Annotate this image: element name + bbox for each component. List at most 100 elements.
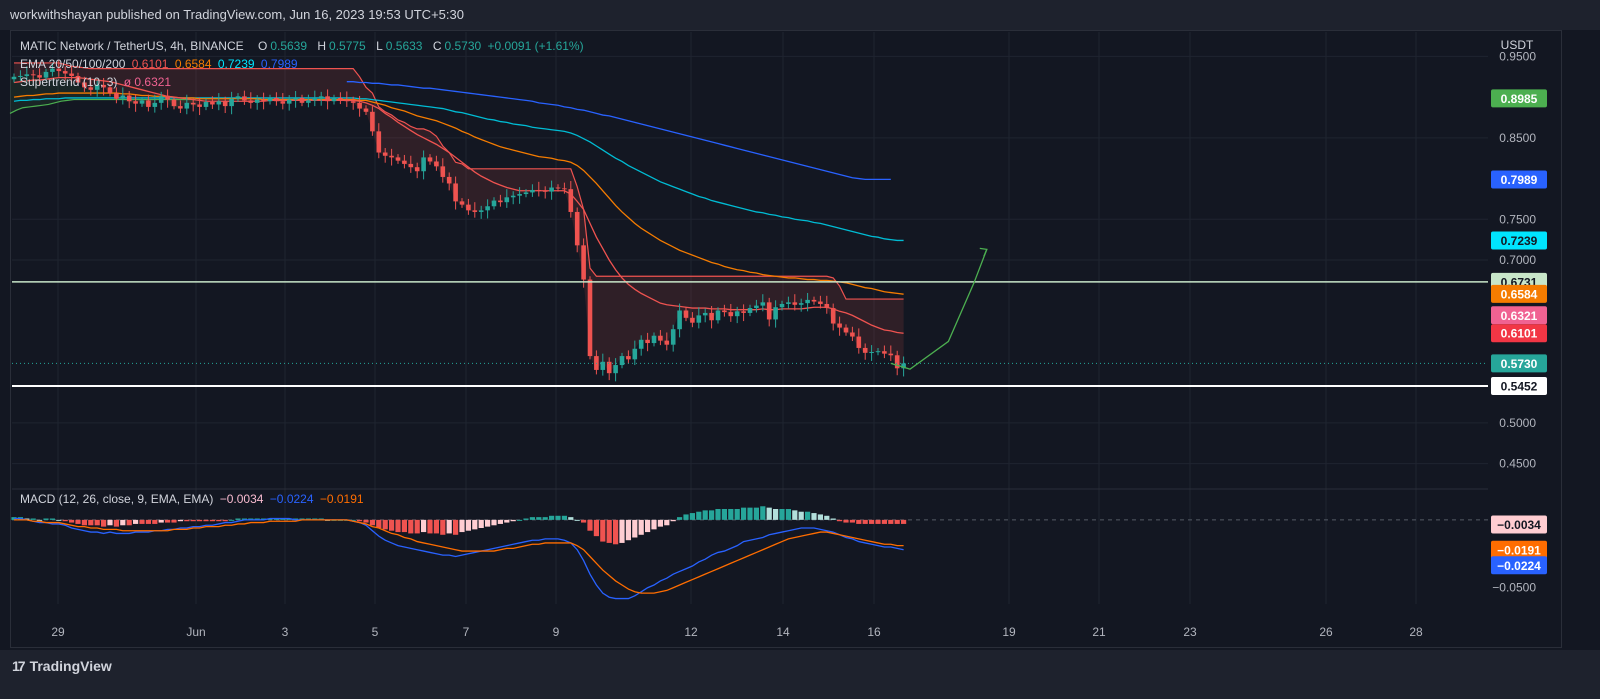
candle-body xyxy=(402,160,407,164)
tradingview-logo[interactable]: 17 TradingView xyxy=(12,658,112,674)
candle-body xyxy=(773,307,778,320)
macd-hist-bar xyxy=(440,519,446,535)
x-tick-label: 19 xyxy=(1002,625,1016,639)
candle-body xyxy=(421,157,426,172)
candle-body xyxy=(779,303,785,308)
candle-body xyxy=(24,74,30,76)
candle-body xyxy=(190,102,196,105)
macd-hist-bar xyxy=(446,519,452,534)
candles xyxy=(11,60,906,382)
candle-body xyxy=(146,100,151,107)
candle-body xyxy=(414,167,420,172)
candle-body xyxy=(651,335,657,344)
candle-body xyxy=(222,101,228,107)
macd-hist-bar xyxy=(203,519,209,522)
candle-body xyxy=(235,96,241,99)
candle-body xyxy=(427,157,433,162)
candle-body xyxy=(792,302,798,305)
macd-hist-bar xyxy=(369,519,375,526)
macd-pane xyxy=(11,506,1488,600)
candle-body xyxy=(856,336,862,348)
macd-hist-bar xyxy=(587,519,593,531)
candle-body xyxy=(120,95,126,99)
macd-hist-bar xyxy=(81,519,87,526)
macd-hist-bar xyxy=(152,519,158,524)
macd-hist-bar xyxy=(881,519,887,524)
macd-hist-bar xyxy=(568,517,574,520)
candle-body xyxy=(440,166,446,177)
open-value: 0.5639 xyxy=(270,39,308,53)
y-tick-label: 0.7000 xyxy=(1499,253,1536,267)
x-tick-label: 29 xyxy=(51,625,65,639)
candle-body xyxy=(101,84,106,88)
candle-body xyxy=(677,310,682,330)
brand-name: TradingView xyxy=(29,658,112,674)
candle-body xyxy=(203,102,209,107)
price-unit-label: USDT xyxy=(1501,38,1534,52)
macd-hist-bar xyxy=(433,519,439,534)
macd-hist-bar xyxy=(376,519,382,528)
macd-hist-bar xyxy=(536,517,542,520)
candle-body xyxy=(478,210,484,212)
supertrend-legend[interactable]: Supertrend (10, 3) ø 0.6321 xyxy=(20,75,174,89)
macd-hist-bar xyxy=(888,519,894,524)
macd-hist-bar xyxy=(120,519,126,526)
macd-hist-bar xyxy=(830,518,836,520)
macd-hist-bar xyxy=(760,506,766,520)
candle-body xyxy=(901,363,906,369)
macd-hist-bar xyxy=(785,509,791,520)
macd-hist-bar xyxy=(523,518,529,520)
macd-hist-bar xyxy=(299,518,305,520)
macd-hist-value: −0.0034 xyxy=(219,492,264,506)
candle-body xyxy=(619,356,625,366)
x-tick-label: 5 xyxy=(372,625,379,639)
macd-legend[interactable]: MACD (12, 26, close, 9, EMA, EMA) −0.003… xyxy=(20,492,367,506)
macd-hist-bar xyxy=(549,515,555,520)
candle-body xyxy=(805,299,810,304)
candle-body xyxy=(50,68,55,72)
candle-body xyxy=(555,187,561,189)
chart-frame[interactable] xyxy=(10,30,1562,648)
candle-body xyxy=(702,312,708,316)
macd-hist-bar xyxy=(133,519,139,524)
macd-hist-bar xyxy=(766,507,772,520)
candle-body xyxy=(638,339,644,349)
macd-hist-bar xyxy=(254,518,260,520)
candle-body xyxy=(613,365,618,374)
supertrend-value: ø 0.6321 xyxy=(123,75,172,89)
macd-hist-bar xyxy=(747,507,753,520)
macd-hist-bar xyxy=(837,519,843,522)
macd-hist-bar xyxy=(222,519,228,522)
macd-hist-bar xyxy=(677,517,683,520)
open-label: O xyxy=(257,39,268,53)
candle-body xyxy=(370,111,375,132)
horizontal-levels xyxy=(12,281,1488,388)
candle-body xyxy=(350,101,356,103)
candle-body xyxy=(389,155,394,158)
macd-hist-bar xyxy=(190,519,196,522)
candle-body xyxy=(82,82,87,88)
macd-hist-bar xyxy=(145,519,151,524)
macd-hist-bar xyxy=(395,519,401,533)
ema-legend[interactable]: EMA 20/50/100/200 0.6101 0.6584 0.7239 0… xyxy=(20,57,301,71)
candle-body xyxy=(530,189,535,193)
candle-body xyxy=(606,361,612,374)
macd-hist-bar xyxy=(574,519,580,521)
candle-body xyxy=(581,245,586,280)
macd-hist-bar xyxy=(197,519,203,522)
macd-hist-bar xyxy=(357,519,363,522)
support-tag-label: 0.5452 xyxy=(1501,380,1538,394)
macd-hist-bar xyxy=(856,519,862,524)
macd-hist-bar xyxy=(24,518,30,520)
projection-arrow xyxy=(890,247,988,370)
candle-body xyxy=(709,312,714,321)
candle-body xyxy=(882,351,887,354)
candle-body xyxy=(786,302,791,304)
symbol-name[interactable]: MATIC Network / TetherUS, 4h, BINANCE xyxy=(20,39,244,53)
macd-line-tag xyxy=(1491,556,1547,575)
macd-hist-bar xyxy=(305,518,311,520)
candle-body xyxy=(587,279,593,357)
macd-hist-bar xyxy=(843,519,849,523)
macd-hist-bar xyxy=(657,519,663,527)
